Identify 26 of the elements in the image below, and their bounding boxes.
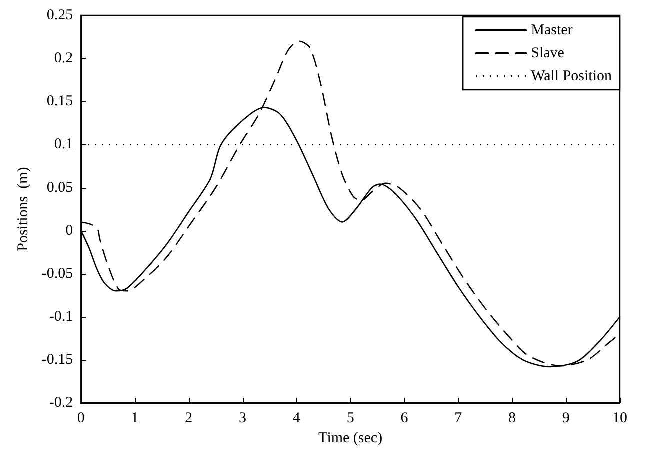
x-tick-label: 1 (131, 410, 139, 427)
x-tick-label: 10 (612, 410, 628, 427)
x-tick-label: 8 (508, 410, 516, 427)
y-tick-label: 0.25 (46, 8, 74, 24)
x-axis-title: Time (sec) (318, 430, 383, 446)
y-tick-label: 0.05 (46, 180, 74, 196)
y-tick-label: 0 (66, 222, 74, 239)
y-tick-label: -0.05 (42, 266, 74, 282)
y-tick-label: 0.2 (54, 50, 74, 67)
y-tick-label: 0.1 (54, 136, 74, 153)
legend-label: Wall Position (531, 68, 612, 84)
x-tick-label: 5 (346, 410, 354, 427)
y-tick-label: 0.15 (46, 94, 74, 110)
y-tick-label: -0.2 (49, 395, 74, 412)
y-axis-title: Positions (m) (16, 167, 32, 252)
x-tick-label: 0 (77, 410, 85, 427)
y-tick-label: -0.1 (49, 308, 74, 325)
x-tick-label: 2 (185, 410, 193, 427)
x-tick-label: 9 (562, 410, 570, 427)
x-tick-label: 3 (239, 410, 247, 427)
x-tick-label: 7 (454, 410, 463, 427)
legend-label: Slave (531, 46, 565, 62)
y-tick-label: -0.15 (42, 352, 74, 368)
x-tick-label: 4 (292, 410, 301, 427)
legend-label: Master (531, 22, 573, 38)
x-tick-label: 6 (400, 410, 409, 427)
